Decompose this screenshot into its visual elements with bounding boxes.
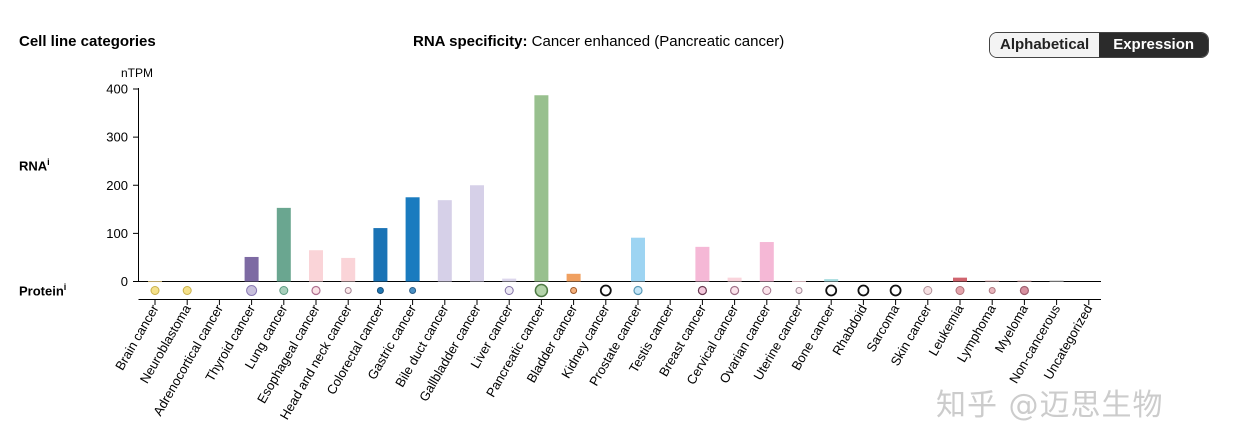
- protein-dot-27: [1019, 285, 1030, 296]
- sort-toggle: Alphabetical Expression: [989, 32, 1210, 58]
- protein-dot-1: [182, 286, 192, 295]
- protein-dot-7: [376, 287, 384, 294]
- bar-4: [276, 207, 291, 282]
- rna-info-icon[interactable]: i: [47, 157, 50, 167]
- protein-dot-14: [599, 284, 612, 297]
- protein-dot-15: [633, 285, 643, 296]
- bar-11: [502, 278, 517, 282]
- protein-dot-21: [825, 284, 838, 297]
- y-tick-label: 400: [106, 82, 128, 97]
- protein-dot-12: [534, 283, 549, 298]
- protein-dot-8: [409, 287, 417, 294]
- protein-dot-25: [955, 286, 965, 295]
- sort-alphabetical-button[interactable]: Alphabetical: [990, 33, 1100, 57]
- protein-dot-5: [311, 285, 321, 296]
- protein-dot-6: [344, 287, 352, 294]
- bar-13: [566, 273, 581, 282]
- bar-17: [695, 246, 710, 282]
- rna-row-label-text: RNA: [19, 158, 48, 174]
- protein-dot-20: [795, 287, 803, 294]
- y-tick-label: 200: [106, 178, 128, 193]
- bar-7: [373, 228, 388, 282]
- watermark: 知乎 @迈思生物: [936, 388, 1164, 423]
- protein-row-label: Proteini: [19, 282, 66, 298]
- bar-6: [341, 257, 356, 282]
- y-tick-label: 100: [106, 226, 128, 241]
- bar-5: [309, 250, 323, 282]
- bar-20: [792, 281, 806, 282]
- bar-0: [148, 281, 162, 283]
- bar-9: [437, 200, 452, 282]
- y-tick-label: 0: [121, 274, 128, 289]
- bar-10: [470, 185, 484, 282]
- rna-row-label: RNAi: [19, 157, 50, 173]
- protein-dot-13: [570, 287, 578, 294]
- protein-row-label-text: Protein: [19, 283, 64, 299]
- protein-dot-3: [246, 285, 258, 296]
- rna-specificity: RNA specificity: Cancer enhanced (Pancre…: [413, 33, 784, 50]
- bar-18: [727, 277, 742, 282]
- protein-dot-26: [988, 287, 996, 294]
- protein-dot-24: [923, 286, 933, 295]
- protein-info-icon[interactable]: i: [63, 282, 67, 292]
- bar-12: [534, 95, 549, 282]
- y-axis-unit-label: nTPM: [121, 66, 153, 80]
- protein-dot-17: [697, 285, 708, 296]
- protein-dot-19: [762, 286, 772, 295]
- bar-27: [1017, 280, 1032, 282]
- protein-dot-23: [889, 284, 902, 297]
- bar-26: [985, 280, 1000, 282]
- bar-21: [824, 279, 839, 282]
- protein-dot-18: [729, 285, 740, 296]
- bar-19: [759, 242, 774, 282]
- section-title: Cell line categories: [19, 33, 156, 50]
- bar-25: [953, 277, 967, 282]
- protein-dot-11: [504, 286, 514, 295]
- bar-28: [1049, 280, 1064, 282]
- bar-3: [244, 256, 259, 282]
- protein-dot-22: [857, 284, 870, 297]
- rna-specificity-label: RNA specificity:: [413, 33, 528, 50]
- protein-dot-0: [150, 286, 160, 295]
- bar-15: [631, 237, 645, 282]
- bar-8: [405, 197, 420, 282]
- rna-specificity-value: Cancer enhanced (Pancreatic cancer): [531, 33, 785, 50]
- y-tick-label: 300: [106, 130, 128, 145]
- protein-dot-4: [279, 286, 289, 295]
- sort-expression-button[interactable]: Expression: [1099, 33, 1209, 57]
